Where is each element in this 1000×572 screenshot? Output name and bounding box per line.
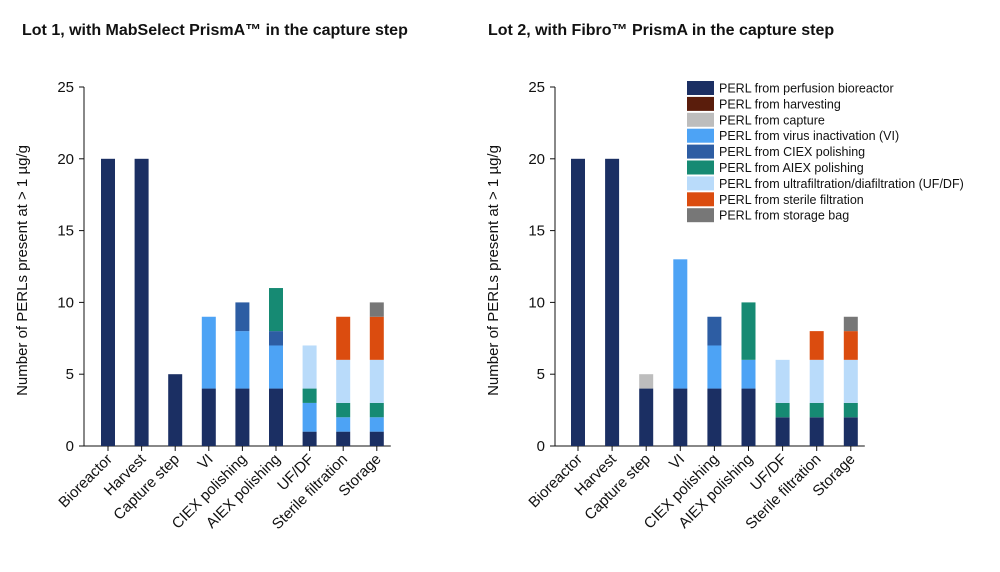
bar-segment — [809, 417, 824, 446]
bar-segment — [775, 359, 790, 403]
legend-swatch — [687, 192, 714, 207]
bar-segment — [369, 402, 384, 418]
bar-segment — [809, 331, 824, 360]
y-tick-label: 25 — [57, 79, 74, 96]
bar-segment — [741, 302, 756, 360]
bar-segment — [336, 359, 351, 403]
legend-swatch — [687, 81, 714, 95]
legend-swatch — [687, 176, 714, 191]
bar-segment — [843, 331, 858, 360]
bar-segment — [673, 259, 688, 389]
legend-swatch — [687, 144, 714, 159]
chart-lot-2: 0 5 10 15 20 25 Number of PERLs present at > 1… — [485, 79, 964, 533]
bar-segment — [673, 388, 688, 446]
bar-segment — [336, 316, 351, 360]
bar-segment — [809, 402, 824, 418]
chart-lot-1: 0 5 10 15 20 25 Number of PERLs present at > 1… — [14, 79, 391, 533]
legend-swatch — [687, 112, 714, 127]
y-tick-label: 10 — [528, 294, 545, 311]
bar-segment — [336, 417, 351, 432]
bar-segment — [707, 345, 722, 389]
category-label: VI — [195, 451, 217, 473]
legend-label: PERL from capture — [719, 113, 825, 127]
y-tick-label: 0 — [537, 438, 545, 455]
bar-segment — [369, 359, 384, 403]
bar-segment — [269, 345, 283, 389]
bar-segment — [369, 431, 384, 446]
bar-segment — [302, 345, 317, 389]
y-axis-title: Number of PERLs present at > 1 µg/g — [485, 145, 502, 396]
bar-segment — [843, 402, 858, 418]
y-tick-label: 20 — [528, 151, 545, 168]
y-tick-label: 20 — [57, 151, 74, 168]
legend-label: PERL from CIEX polishing — [719, 145, 865, 159]
bar-segment — [336, 402, 351, 418]
bar-segment — [269, 288, 283, 332]
legend-label: PERL from sterile filtration — [719, 193, 864, 207]
bar-segment — [101, 158, 115, 447]
bar-segment — [168, 374, 183, 446]
bar-segment — [235, 331, 250, 389]
bar-segment — [201, 388, 216, 446]
y-tick-label: 25 — [528, 79, 545, 96]
bar-segment — [775, 402, 790, 418]
bar-segment — [302, 402, 317, 432]
y-tick-label: 5 — [537, 366, 545, 383]
bar-segment — [369, 302, 384, 317]
bar-segment — [302, 388, 317, 403]
bar-segment — [235, 388, 250, 446]
bar-segment — [707, 388, 722, 446]
y-tick-label: 15 — [528, 223, 545, 240]
y-tick-label: 10 — [57, 294, 74, 311]
bar-segment — [336, 431, 351, 446]
bar-segment — [741, 388, 756, 446]
legend-label: PERL from AIEX polishing — [719, 161, 864, 175]
bar-segment — [843, 359, 858, 403]
y-tick-label: 5 — [66, 366, 74, 383]
legend-swatch — [687, 208, 714, 223]
bar-segment — [639, 388, 654, 446]
bar-segment — [369, 417, 384, 432]
y-tick-label: 0 — [66, 438, 74, 455]
bar-segment — [235, 302, 250, 332]
bar-segment — [843, 417, 858, 446]
bar-segment — [775, 417, 790, 446]
chart-title-lot-2: Lot 2, with Fibro™ PrismA in the capture… — [488, 22, 835, 39]
bar-segment — [302, 431, 317, 446]
bar-segment — [269, 331, 283, 346]
legend-label: PERL from virus inactivation (VI) — [719, 129, 899, 143]
bar-segment — [707, 316, 722, 346]
legend-swatch — [687, 160, 714, 175]
legend-label: PERL from harvesting — [719, 97, 841, 111]
y-axis-title: Number of PERLs present at > 1 µg/g — [14, 145, 31, 396]
bar-segment — [843, 316, 858, 332]
bar-segment — [269, 388, 283, 446]
legend-label: PERL from perfusion bioreactor — [719, 82, 894, 96]
chart-title-lot-1: Lot 1, with MabSelect PrismA™ in the cap… — [22, 22, 408, 39]
y-tick-label: 15 — [57, 223, 74, 240]
legend-swatch — [687, 96, 714, 111]
legend-label: PERL from ultrafiltration/diafiltration … — [719, 177, 964, 191]
legend-swatch — [687, 128, 714, 143]
bar-segment — [605, 158, 620, 447]
category-label: VI — [666, 451, 688, 473]
bar-segment — [639, 374, 654, 389]
bar-segment — [134, 158, 149, 447]
bar-segment — [571, 158, 585, 447]
bar-segment — [809, 359, 824, 403]
bar-segment — [369, 316, 384, 360]
bar-segment — [201, 316, 216, 389]
bar-segment — [741, 359, 756, 389]
legend-label: PERL from storage bag — [719, 209, 849, 223]
